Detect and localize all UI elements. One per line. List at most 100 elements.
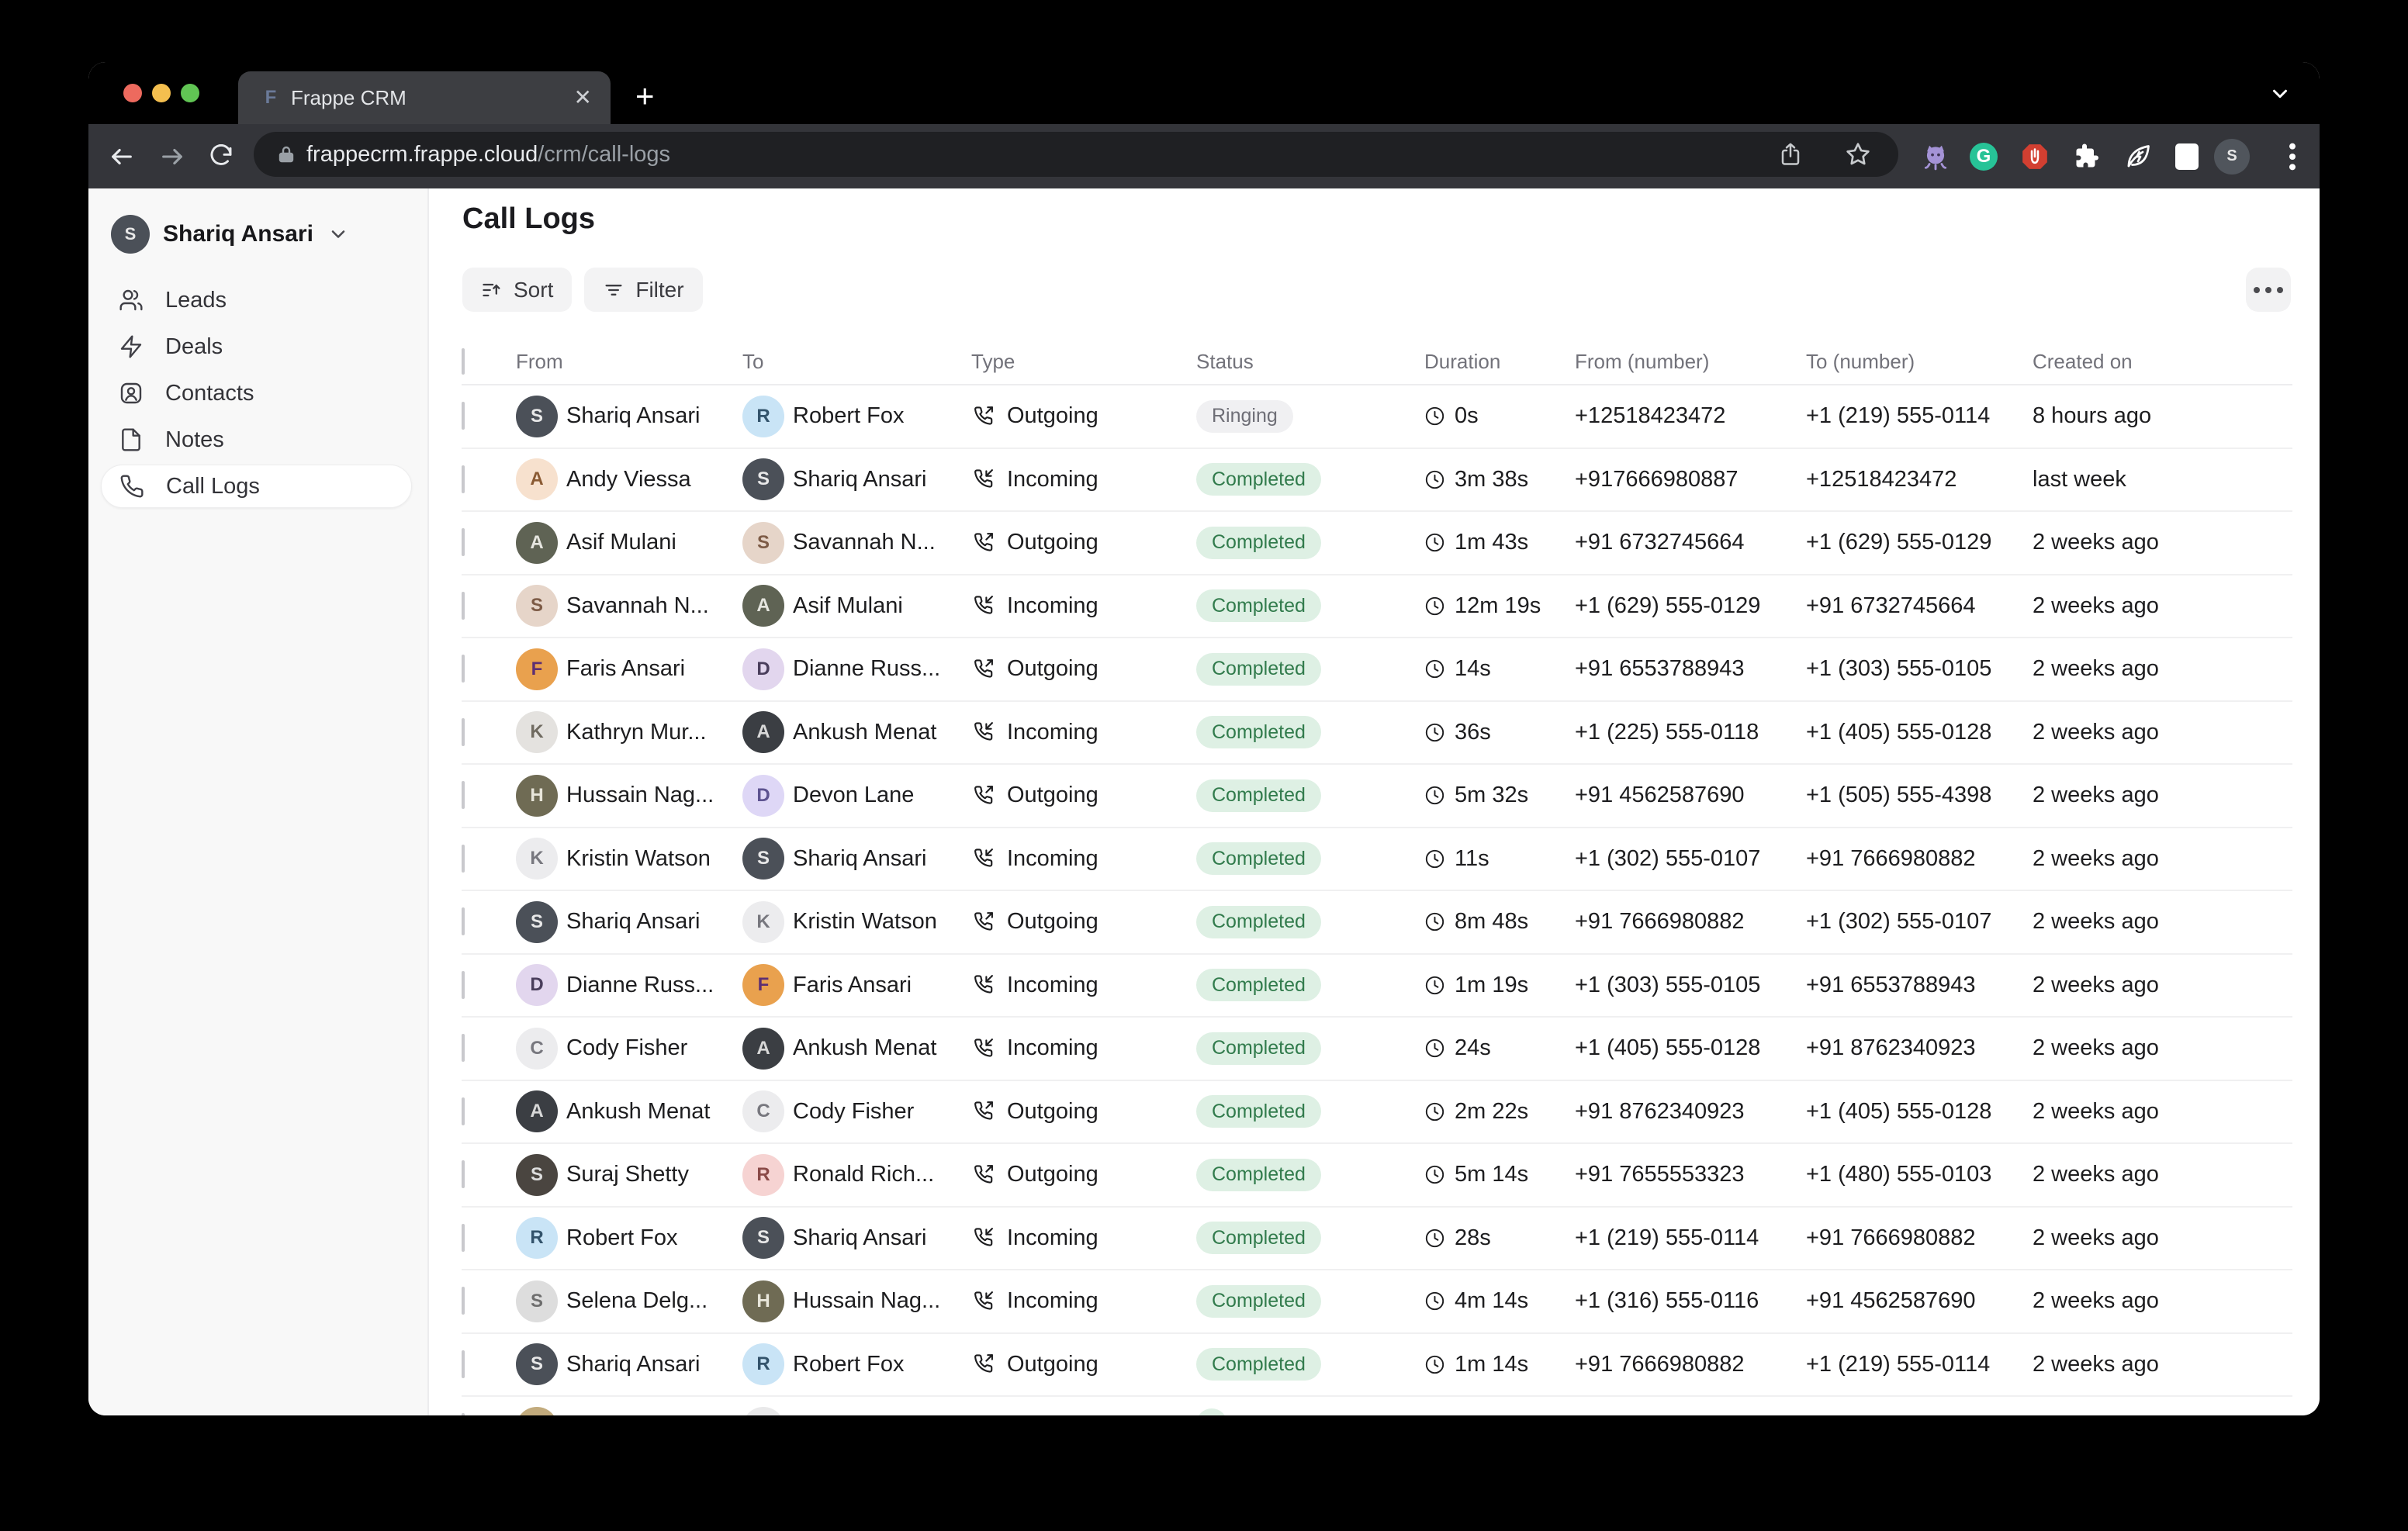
status-badge: Ringing (1196, 399, 1293, 433)
sidebar-item-deals[interactable]: Deals (101, 325, 412, 368)
sort-button[interactable]: Sort (462, 268, 573, 312)
from-cell: S Selena Delg... (516, 1280, 742, 1322)
to-name: Devon Lane (793, 783, 915, 808)
table-row[interactable]: D Dianne Russ... F Faris Ansari Incoming C… (462, 955, 2292, 1018)
from-cell: S Shariq Ansari (516, 395, 742, 437)
bookmark-star-icon[interactable] (1846, 142, 1870, 167)
url-domain: frappecrm.frappe.cloud (306, 141, 538, 167)
sidebar-item-call-logs[interactable]: Call Logs (101, 465, 412, 508)
column-header[interactable]: Created on (2033, 349, 2133, 373)
leads-icon (119, 288, 144, 313)
tab-close-icon[interactable]: ✕ (573, 85, 592, 109)
phone-incoming-icon (971, 594, 995, 617)
row-checkbox[interactable] (462, 591, 465, 620)
table-row[interactable]: H Hussain Nag... D Devon Lane Outgoing Com… (462, 765, 2292, 828)
row-checkbox[interactable] (462, 907, 465, 936)
row-checkbox[interactable] (462, 1097, 465, 1125)
row-checkbox[interactable] (462, 970, 465, 999)
table-row[interactable]: S Savannah N... A Asif Mulani Incoming Com… (462, 575, 2292, 638)
phone-outgoing-icon (971, 658, 995, 681)
octopus-extension-icon[interactable] (1921, 124, 1950, 188)
table-row[interactable]: S Shariq Ansari R Robert Fox Outgoing Comp… (462, 1334, 2292, 1397)
table-row[interactable]: S Shariq Ansari K Kristin Watson Outgoing … (462, 891, 2292, 955)
reload-icon[interactable] (209, 124, 234, 188)
sidebar-item-contacts[interactable]: Contacts (101, 372, 412, 415)
row-checkbox[interactable] (462, 402, 465, 430)
row-checkbox[interactable] (462, 1287, 465, 1315)
to-cell: A Asif Mulani (742, 585, 971, 627)
type-label: Incoming (1007, 1035, 1098, 1061)
browser-tab[interactable]: F Frappe CRM ✕ (238, 71, 611, 124)
close-window-button[interactable] (123, 84, 142, 102)
row-checkbox[interactable] (462, 1223, 465, 1252)
filter-button[interactable]: Filter (584, 268, 703, 312)
column-header[interactable]: To (742, 349, 764, 373)
browser-menu-icon[interactable] (2289, 124, 2296, 188)
user-menu[interactable]: S Shariq Ansari (111, 215, 349, 254)
deals-icon (119, 334, 144, 359)
sidebar-item-leads[interactable]: Leads (101, 278, 412, 322)
table-row[interactable]: A Andy Viessa S Shariq Ansari Incoming Com… (462, 449, 2292, 512)
type-label: Incoming (1007, 466, 1098, 492)
new-tab-button[interactable]: + (635, 78, 655, 114)
leaf-energy-icon[interactable] (2124, 124, 2152, 188)
row-checkbox[interactable] (462, 844, 465, 873)
table-row[interactable]: R Robert Fox S Shariq Ansari Incoming Comp… (462, 1208, 2292, 1270)
column-header[interactable]: Type (971, 349, 1015, 373)
column-header[interactable]: From (516, 349, 563, 373)
forward-icon[interactable] (159, 124, 185, 188)
row-checkbox[interactable] (462, 781, 465, 810)
share-icon[interactable] (1779, 143, 1802, 166)
row-checkbox[interactable] (462, 528, 465, 557)
table-row[interactable]: A Asif Mulani S Savannah N... Outgoing Com… (462, 512, 2292, 575)
avatar: H (516, 774, 558, 817)
created-on: 2 weeks ago (2033, 719, 2159, 745)
to-number: +1 (405) 555-0128 (1806, 1098, 1992, 1124)
column-header[interactable]: To (number) (1806, 349, 1915, 373)
created-on: 2 weeks ago (2033, 1351, 2159, 1377)
minimize-window-button[interactable] (152, 84, 171, 102)
puzzle-extension-icon[interactable] (2073, 124, 2101, 188)
to-name: Asif Mulani (793, 593, 903, 618)
avatar: R (516, 1217, 558, 1260)
table-row[interactable]: S Shariq Ansari R Robert Fox Outgoing Ring… (462, 385, 2292, 449)
browser-profile-avatar[interactable]: S (2214, 124, 2250, 188)
table-row[interactable]: S Suraj Shetty R Ronald Rich... Outgoing C… (462, 1144, 2292, 1208)
select-all-checkbox[interactable] (462, 347, 465, 375)
table-row[interactable]: K Kathryn Mur... A Ankush Menat Incoming C… (462, 702, 2292, 765)
row-checkbox[interactable] (462, 1034, 465, 1063)
table-row[interactable] (462, 1397, 2292, 1415)
tab-search-chevron-icon[interactable] (2268, 82, 2292, 105)
url-bar[interactable]: frappecrm.frappe.cloud/crm/call-logs (254, 132, 1898, 177)
table-row[interactable]: S Selena Delg... H Hussain Nag... Incoming… (462, 1270, 2292, 1334)
duration-cell: 3m 38s (1424, 467, 1575, 492)
table-row[interactable]: K Kristin Watson S Shariq Ansari Incoming … (462, 828, 2292, 891)
adblock-icon[interactable] (2020, 124, 2050, 188)
to-cell: A Ankush Menat (742, 1027, 971, 1070)
column-header[interactable]: From (number) (1575, 349, 1710, 373)
tab-title: Frappe CRM (291, 85, 407, 109)
status-badge: Completed (1196, 652, 1321, 686)
row-checkbox[interactable] (462, 655, 465, 683)
grammarly-icon[interactable]: G (1970, 124, 1998, 188)
row-checkbox[interactable] (462, 1350, 465, 1378)
table-row[interactable]: A Ankush Menat C Cody Fisher Outgoing Comp… (462, 1081, 2292, 1144)
row-checkbox[interactable] (462, 1160, 465, 1189)
table-row[interactable]: F Faris Ansari D Dianne Russ... Outgoing C… (462, 638, 2292, 702)
maximize-window-button[interactable] (181, 84, 199, 102)
back-icon[interactable] (109, 124, 135, 188)
phone-incoming-icon (971, 721, 995, 744)
row-checkbox[interactable] (462, 717, 465, 746)
sidebar-item-notes[interactable]: Notes (101, 418, 412, 461)
sidebar-toggle-icon[interactable] (2175, 124, 2199, 188)
to-number: +1 (219) 555-0114 (1806, 403, 1991, 429)
clock-icon (1424, 1228, 1445, 1249)
column-header[interactable]: Status (1196, 349, 1254, 373)
row-checkbox[interactable] (462, 1413, 465, 1415)
column-header[interactable]: Duration (1424, 349, 1501, 373)
created-on: 2 weeks ago (2033, 1098, 2159, 1124)
row-checkbox[interactable] (462, 465, 465, 493)
more-options-button[interactable] (2246, 268, 2291, 312)
clock-icon (1424, 469, 1445, 490)
table-row[interactable]: C Cody Fisher A Ankush Menat Incoming Comp… (462, 1018, 2292, 1081)
